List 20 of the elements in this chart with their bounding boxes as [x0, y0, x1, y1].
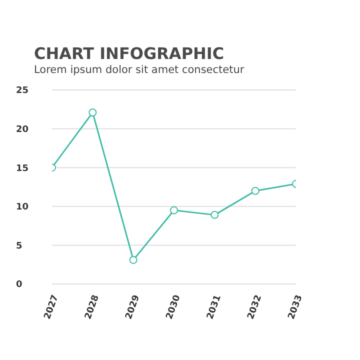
x-tick-label: 2032 [246, 294, 264, 321]
chart-title: CHART INFOGRAPHIC [34, 44, 226, 63]
point [251, 186, 260, 195]
x-tick-label: 2027 [42, 294, 61, 321]
point [129, 256, 138, 264]
y-tick-label: 10 [16, 202, 29, 213]
point [170, 206, 178, 214]
y-tick-label: 5 [16, 241, 22, 252]
point [210, 210, 219, 219]
y-tick-label: 0 [16, 280, 22, 290]
point [88, 108, 97, 117]
x-tick-label: 2031 [206, 294, 224, 321]
x-tick-label: 2030 [164, 294, 183, 321]
x-tick-label: 2029 [124, 294, 142, 321]
x-tick-label: 2028 [84, 294, 102, 321]
chart-subtitle: Lorem ipsum dolor sit amet consectetur [34, 64, 246, 76]
x-tick-label: 2033 [286, 294, 305, 321]
y-tick-label: 25 [16, 86, 29, 96]
y-tick-label: 15 [16, 164, 29, 174]
y-tick-label: 20 [16, 124, 29, 135]
